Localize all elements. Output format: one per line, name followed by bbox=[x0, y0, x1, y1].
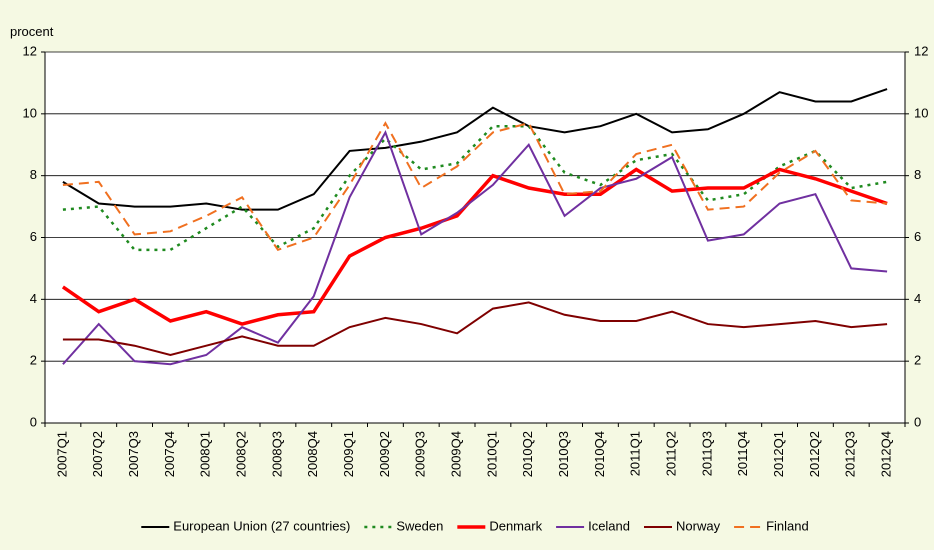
y2-tick-label: 0 bbox=[914, 414, 921, 429]
y2-tick-label: 8 bbox=[914, 167, 921, 182]
y-tick-label: 8 bbox=[30, 167, 37, 182]
legend-label: Finland bbox=[766, 518, 809, 533]
x-tick-label: 2011Q4 bbox=[735, 431, 750, 476]
series-line bbox=[62, 88, 888, 211]
x-tick-label: 2007Q1 bbox=[54, 431, 69, 477]
x-tick-label: 2009Q3 bbox=[413, 431, 428, 477]
y2-tick-label: 2 bbox=[914, 353, 921, 368]
legend-label: Denmark bbox=[489, 518, 542, 533]
legend-label: Iceland bbox=[588, 518, 630, 533]
x-tick-label: 2010Q3 bbox=[556, 431, 571, 477]
x-tick-label: 2007Q2 bbox=[90, 431, 105, 477]
y-tick-label: 10 bbox=[23, 105, 37, 120]
x-tick-label: 2010Q2 bbox=[520, 431, 535, 477]
y-axis-label: procent bbox=[10, 24, 54, 39]
x-tick-label: 2011Q2 bbox=[664, 431, 679, 476]
y2-tick-label: 4 bbox=[914, 291, 921, 306]
x-tick-label: 2007Q4 bbox=[162, 431, 177, 477]
x-tick-label: 2008Q2 bbox=[234, 431, 249, 477]
x-tick-label: 2012Q1 bbox=[771, 431, 786, 477]
series-line bbox=[62, 129, 888, 366]
y2-tick-label: 12 bbox=[914, 43, 928, 58]
y-tick-label: 6 bbox=[30, 229, 37, 244]
y-tick-label: 2 bbox=[30, 353, 37, 368]
x-tick-label: 2012Q2 bbox=[807, 431, 822, 477]
series-line bbox=[62, 124, 888, 252]
x-tick-label: 2009Q2 bbox=[377, 431, 392, 477]
x-tick-label: 2011Q1 bbox=[628, 431, 643, 476]
x-tick-label: 2008Q1 bbox=[198, 431, 213, 477]
series-line bbox=[61, 167, 888, 326]
x-tick-label: 2008Q4 bbox=[305, 431, 320, 477]
legend-label: Norway bbox=[676, 518, 721, 533]
y-tick-label: 12 bbox=[23, 43, 37, 58]
y-tick-label: 0 bbox=[30, 414, 37, 429]
y2-tick-label: 10 bbox=[914, 105, 928, 120]
y2-tick-label: 6 bbox=[914, 229, 921, 244]
y-tick-label: 4 bbox=[30, 291, 37, 306]
x-tick-label: 2012Q3 bbox=[843, 431, 858, 477]
x-tick-label: 2010Q4 bbox=[592, 431, 607, 477]
legend-label: Sweden bbox=[396, 518, 443, 533]
x-tick-label: 2008Q3 bbox=[269, 431, 284, 477]
series-line bbox=[62, 301, 888, 357]
x-tick-label: 2007Q3 bbox=[126, 431, 141, 477]
x-tick-label: 2011Q3 bbox=[699, 431, 714, 476]
x-tick-label: 2009Q1 bbox=[341, 431, 356, 477]
legend-label: European Union (27 countries) bbox=[173, 518, 350, 533]
x-tick-label: 2009Q4 bbox=[449, 431, 464, 477]
series-line bbox=[62, 121, 888, 252]
x-tick-label: 2012Q4 bbox=[879, 431, 894, 477]
x-tick-label: 2010Q1 bbox=[484, 431, 499, 477]
